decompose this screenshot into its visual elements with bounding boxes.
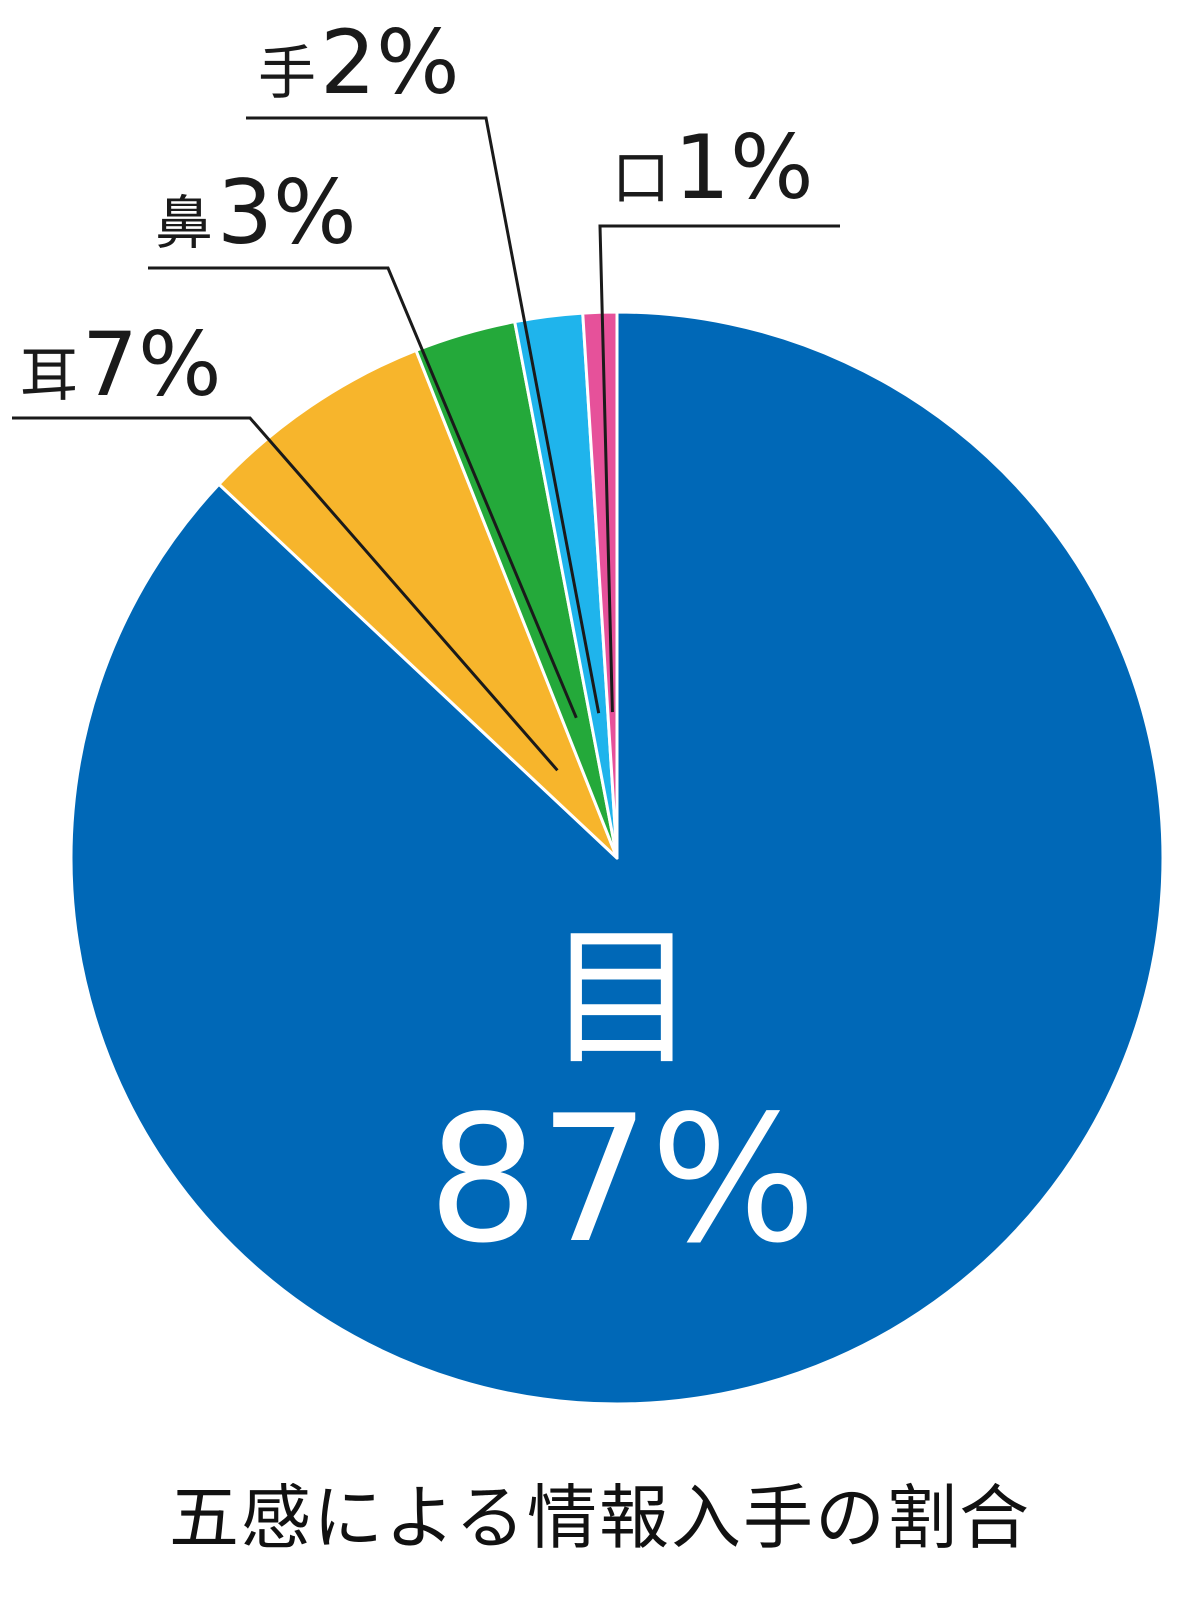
- leader-line-1: [12, 416, 559, 772]
- slice-1: [217, 348, 619, 860]
- slice-value-main: 87%: [428, 1079, 817, 1282]
- slice-label-2: 鼻3%: [155, 161, 357, 264]
- slice-labels: 目87% 耳7% 鼻3% 手2% 口1%: [20, 11, 816, 1282]
- slice-label-4: 口1%: [612, 116, 814, 219]
- slice-label-3: 手2%: [258, 11, 460, 114]
- leader-line-3: [246, 116, 601, 714]
- slice-4: [581, 310, 619, 860]
- leader-lines: [12, 116, 840, 772]
- leader-line-2: [148, 266, 578, 719]
- slice-label-1: 耳7%: [20, 313, 222, 416]
- chart-title: 五感による情報入手の割合: [169, 1477, 1031, 1559]
- leader-line-4: [598, 224, 840, 713]
- slice-0: [69, 310, 1165, 1406]
- slice-label-main: 目: [547, 912, 697, 1086]
